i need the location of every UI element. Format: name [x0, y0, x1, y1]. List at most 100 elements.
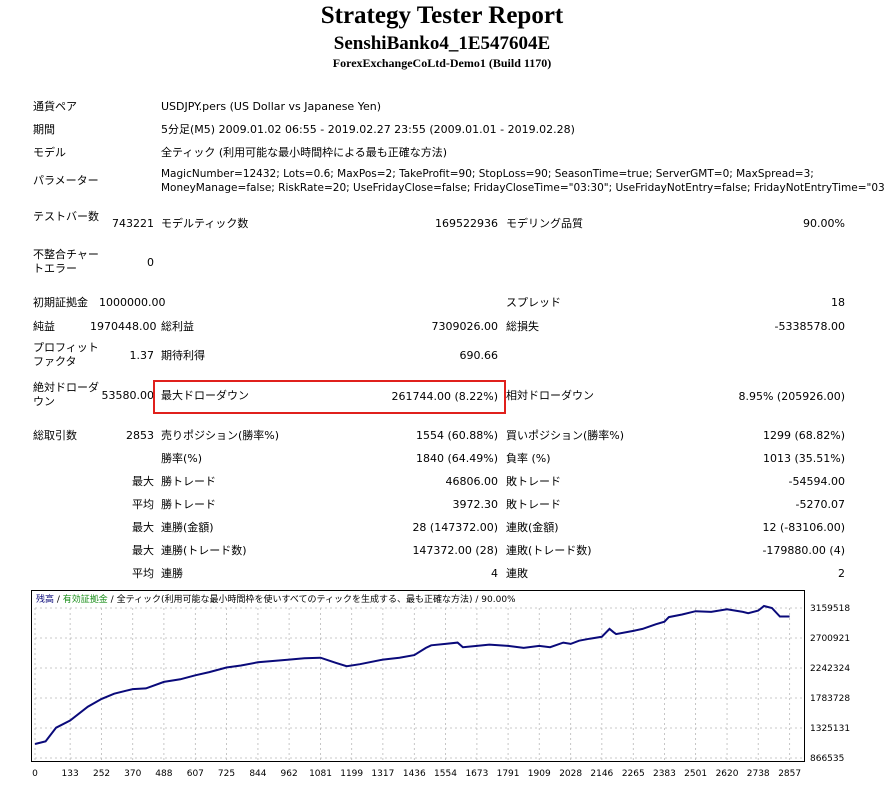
x-tick-label: 370: [124, 769, 141, 779]
bars-label: テストバー数: [33, 210, 99, 223]
x-tick-label: 1317: [371, 769, 394, 779]
bars-value: 743221: [112, 217, 154, 230]
x-tick-label: 488: [155, 769, 172, 779]
y-tick-label: 866535: [810, 754, 844, 764]
max-loss-value: -54594.00: [788, 475, 845, 488]
legend-equity: 有効証拠金: [63, 593, 108, 605]
x-tick-label: 725: [218, 769, 235, 779]
x-tick-label: 607: [187, 769, 204, 779]
max-label-3: 最大: [132, 544, 154, 557]
total-trades-value: 2853: [126, 429, 154, 442]
x-tick-label: 2028: [559, 769, 582, 779]
deposit-label: 初期証拠金: [33, 296, 88, 309]
avg-cons-win-value: 4: [491, 567, 498, 580]
profit-factor-label: プロフィットファクタ: [33, 341, 99, 368]
avg-loss-label: 敗トレード: [506, 498, 561, 511]
loss-rate-value: 1013 (35.51%): [762, 452, 845, 465]
y-tick-label: 1325131: [810, 724, 850, 734]
server-build: ForexExchangeCoLtd-Demo1 (Build 1170): [332, 56, 552, 70]
balance-series-line: [34, 604, 790, 745]
cons-win-money-value: 28 (147372.00): [412, 521, 498, 534]
win-rate-value: 1840 (64.49%): [415, 452, 498, 465]
cons-loss-trades-label: 連敗(トレード数): [506, 544, 592, 557]
balance-chart: 残高 / 有効証拠金 / 全ティック(利用可能な最小時間枠を使いすべてのティック…: [31, 590, 850, 779]
ticks-label: モデルティック数: [161, 217, 249, 230]
x-tick-label: 2383: [653, 769, 676, 779]
avg-label: 平均: [132, 498, 154, 511]
legend-balance: 残高: [36, 593, 54, 605]
profit-factor-value: 1.37: [129, 349, 155, 362]
max-win-value: 46806.00: [445, 475, 499, 488]
win-rate-label: 勝率(%): [161, 452, 203, 465]
max-drawdown-value: 261744.00 (8.22%): [391, 390, 498, 403]
x-tick-label: 1791: [497, 769, 520, 779]
spread-label: スプレッド: [506, 296, 561, 309]
x-tick-label: 1554: [434, 769, 457, 779]
y-tick-label: 2700921: [810, 634, 850, 644]
x-tick-label: 1199: [340, 769, 363, 779]
expected-payoff-value: 690.66: [459, 349, 499, 362]
long-positions-label: 買いポジション(勝率%): [506, 429, 625, 442]
y-tick-label: 3159518: [810, 604, 850, 614]
gross-profit-value: 7309026.00: [431, 320, 498, 333]
x-axis-ticks: 0 133 252 370 488 607 725 844 962 1081 1199 1317 143…: [32, 769, 801, 779]
legend-sep: /: [54, 595, 63, 605]
x-tick-label: 2265: [622, 769, 645, 779]
net-label: 純益: [33, 320, 55, 333]
cons-win-trades-label: 連勝(トレード数): [161, 544, 247, 557]
params-line-1: MagicNumber=12432; Lots=0.6; MaxPos=2; T…: [161, 168, 814, 180]
max-drawdown-label: 最大ドローダウン: [161, 389, 249, 402]
x-tick-label: 133: [62, 769, 79, 779]
abs-drawdown-value: 53580.00: [101, 389, 155, 402]
x-tick-label: 1436: [403, 769, 426, 779]
symbol-value: USDJPY.pers (US Dollar vs Japanese Yen): [161, 100, 381, 113]
params-label: パラメーター: [33, 174, 99, 187]
avg-cons-win-label: 連勝: [161, 567, 183, 580]
avg-cons-loss-label: 連敗: [506, 567, 528, 580]
cons-loss-money-label: 連敗(金額): [506, 521, 559, 534]
avg-win-label: 勝トレード: [161, 498, 216, 511]
x-tick-label: 962: [281, 769, 298, 779]
expected-payoff-label: 期待利得: [161, 349, 205, 362]
x-tick-label: 0: [32, 769, 38, 779]
x-tick-label: 2620: [716, 769, 739, 779]
mismatch-value: 0: [147, 256, 154, 269]
short-positions-value: 1554 (60.88%): [415, 429, 498, 442]
quality-label: モデリング品質: [506, 217, 583, 230]
x-tick-label: 1909: [528, 769, 551, 779]
max-drawdown-highlight: [153, 380, 506, 414]
period-label: 期間: [33, 123, 55, 136]
deposit-value: 1000000.00: [99, 296, 166, 309]
loss-rate-label: 負率 (%): [506, 452, 551, 465]
y-tick-label: 2242324: [810, 664, 850, 674]
y-axis-ticks: 3159518 2700921 2242324 1783728 1325131 86653…: [810, 604, 850, 764]
x-tick-label: 1081: [309, 769, 332, 779]
cons-win-trades-value: 147372.00 (28): [412, 544, 498, 557]
ea-name: SenshiBanko4_1E547604E: [333, 33, 551, 54]
max-win-label: 勝トレード: [161, 475, 216, 488]
gross-loss-label: 総損失: [506, 320, 539, 333]
rel-drawdown-value: 8.95% (205926.00): [738, 390, 845, 403]
legend-quality: / 90.00%: [473, 595, 517, 605]
period-value: 5分足(M5) 2009.01.02 06:55 - 2019.02.27 23…: [161, 123, 575, 136]
max-label-2: 最大: [132, 521, 154, 534]
legend-sep-2: /: [108, 595, 117, 605]
max-loss-label: 敗トレード: [506, 475, 561, 488]
rel-drawdown-label: 相対ドローダウン: [506, 389, 594, 402]
x-tick-label: 844: [249, 769, 266, 779]
avg-loss-value: -5270.07: [795, 498, 845, 511]
quality-value: 90.00%: [803, 217, 845, 230]
y-tick-label: 1783728: [810, 694, 850, 704]
mismatch-label: 不整合チャートエラー: [33, 248, 99, 275]
symbol-label: 通貨ペア: [33, 100, 77, 113]
cons-loss-money-value: 12 (-83106.00): [762, 521, 845, 534]
abs-drawdown-label: 絶対ドローダウン: [33, 381, 99, 408]
chart-legend: 残高 / 有効証拠金 / 全ティック(利用可能な最小時間枠を使いすべてのティック…: [36, 593, 516, 605]
x-tick-label: 2738: [747, 769, 770, 779]
cons-win-money-label: 連勝(金額): [161, 521, 214, 534]
gross-profit-label: 総利益: [161, 320, 194, 333]
avg-win-value: 3972.30: [452, 498, 499, 511]
params-line-2: MoneyManage=false; RiskRate=20; UseFrida…: [161, 182, 884, 194]
model-value: 全ティック (利用可能な最小時間枠による最も正確な方法): [161, 146, 448, 159]
x-tick-label: 1673: [465, 769, 488, 779]
